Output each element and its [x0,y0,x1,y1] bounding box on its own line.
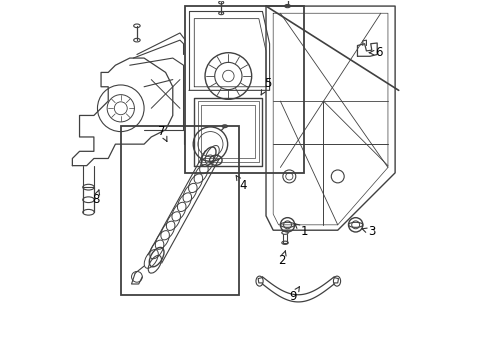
Text: 8: 8 [92,190,100,206]
Text: 2: 2 [278,251,285,267]
Text: 7: 7 [158,125,166,141]
Bar [185,6,303,173]
Text: 3: 3 [362,225,375,238]
Text: 5: 5 [261,77,271,95]
Text: 6: 6 [368,46,382,59]
Text: 1: 1 [294,224,308,238]
Text: 9: 9 [288,287,299,303]
Bar [121,126,239,295]
Text: 4: 4 [236,176,246,192]
